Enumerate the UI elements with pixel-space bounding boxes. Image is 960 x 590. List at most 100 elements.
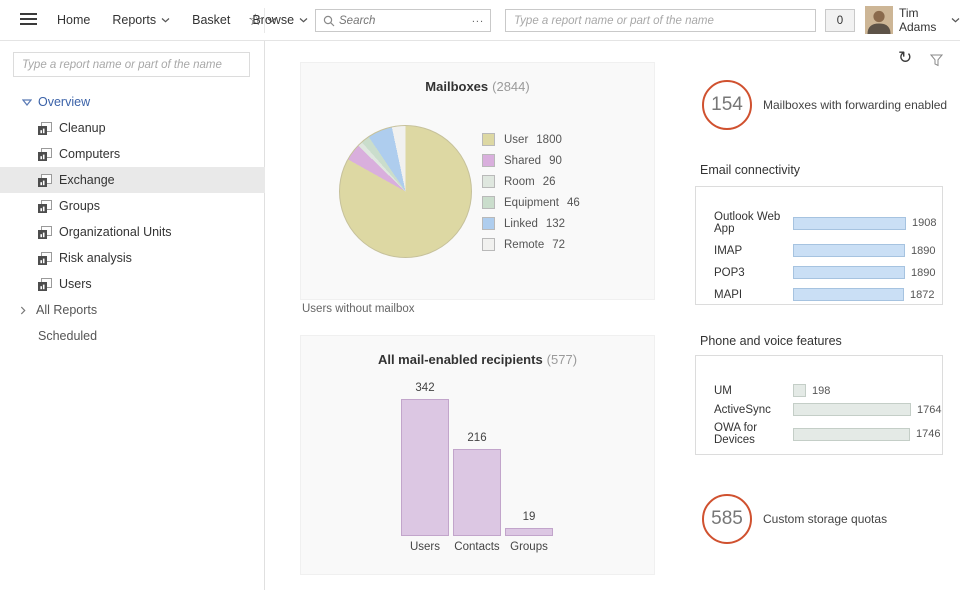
sidebar-item-organizational-units[interactable]: Organizational Units (0, 219, 265, 245)
pie-legend: User 1800 Shared 90 Room 26 Equipment 46 Linked 1… (482, 129, 580, 255)
stat-custom-storage-quotas[interactable]: 585 Custom storage quotas (702, 494, 887, 544)
hbar-row-pop3: POP3 1890 (714, 266, 942, 279)
sidebar-item-scheduled[interactable]: Scheduled (0, 323, 265, 349)
topbar-divider (264, 8, 265, 33)
hbar-label: IMAP (714, 244, 743, 257)
hbar-row-um: UM 198 (714, 384, 942, 397)
hbar-bar (793, 427, 910, 441)
legend-value: 132 (545, 217, 566, 230)
mailboxes-pie-card: Mailboxes (2844) User 1800 Shared 90 Room 26 Eq… (300, 62, 655, 300)
nav-item-reports[interactable]: Reports (101, 0, 181, 40)
sidebar-item-label: Users (59, 277, 92, 291)
user-name: Tim Adams (899, 6, 937, 34)
recipients-bar-card: All mail-enabled recipients (577) 342 User… (300, 335, 655, 575)
search-more-button[interactable]: ... (471, 12, 484, 25)
nav-item-basket[interactable]: Basket (181, 0, 241, 40)
legend-item-user: User 1800 (482, 129, 580, 150)
phone-voice-heading: Phone and voice features (700, 334, 842, 348)
stat-mailboxes-forwarding[interactable]: 154 Mailboxes with forwarding enabled (702, 80, 947, 130)
pie-card-title-text: Mailboxes (425, 79, 489, 94)
legend-value: 90 (549, 154, 562, 167)
legend-value: 1800 (536, 133, 562, 146)
hbar-value: 1890 (911, 266, 936, 279)
sidebar-item-label: Scheduled (38, 329, 98, 343)
sidebar-item-exchange[interactable]: Exchange (0, 167, 265, 193)
nav-item-label: Basket (192, 13, 231, 27)
favorites-star-button[interactable]: ☆ (240, 0, 284, 40)
sidebar-item-cleanup[interactable]: Cleanup (0, 115, 265, 141)
user-menu[interactable]: Tim Adams (899, 0, 960, 40)
basket-count-badge[interactable]: 0 (825, 9, 855, 32)
user-avatar[interactable] (865, 6, 893, 34)
sidebar-filter-input[interactable] (13, 52, 250, 77)
bar-groups (505, 528, 553, 536)
bar-value: 216 (467, 432, 487, 444)
refresh-icon[interactable]: ↻ (898, 48, 913, 68)
sidebar-item-label: Exchange (59, 173, 115, 187)
legend-item-room: Room 26 (482, 171, 580, 192)
sidebar-item-label: Groups (59, 199, 100, 213)
hbar-label: UM (714, 384, 732, 397)
legend-label: Remote (504, 238, 545, 251)
report-icon (38, 277, 52, 291)
hbar-label: OWA for Devices (714, 422, 758, 446)
phone-voice-card: UM 198 ActiveSync 1764 OWA for Devices 1746 (695, 355, 943, 455)
chevron-down-icon (951, 17, 960, 23)
hbar-bar (793, 244, 905, 257)
hbar-bar (793, 288, 904, 301)
sidebar-item-users[interactable]: Users (0, 271, 265, 297)
bar-category-label: Users (409, 541, 441, 553)
sidebar-group-overview[interactable]: Overview (0, 89, 265, 115)
report-icon (38, 225, 52, 239)
filter-icon[interactable] (930, 54, 943, 67)
hbar-row-activesync: ActiveSync 1764 (714, 403, 942, 416)
global-search-box: ... (315, 9, 491, 32)
mailboxes-pie-chart (339, 125, 472, 258)
bar-card-title-text: All mail-enabled recipients (377, 352, 543, 367)
hamburger-menu-icon[interactable] (20, 13, 37, 26)
pie-card-count: (2844) (492, 79, 530, 94)
legend-label: User (504, 133, 529, 146)
bar-value: 342 (415, 382, 435, 394)
legend-item-remote: Remote 72 (482, 234, 580, 255)
search-input[interactable] (335, 14, 472, 27)
hbar-value: 1908 (912, 217, 937, 229)
sidebar-item-groups[interactable]: Groups (0, 193, 265, 219)
users-without-mailbox-link[interactable]: Users without mailbox (302, 303, 415, 315)
report-icon (38, 147, 52, 161)
sidebar-item-label: Cleanup (59, 121, 106, 135)
sidebar-group-all-reports[interactable]: All Reports (0, 297, 265, 323)
legend-value: 46 (566, 196, 580, 209)
stat-label: Custom storage quotas (763, 512, 888, 526)
chevron-right-icon (20, 306, 36, 315)
triangle-down-icon (22, 98, 38, 106)
bar-value: 19 (522, 511, 536, 523)
nav-item-label: Reports (112, 13, 157, 27)
hbar-label: POP3 (714, 266, 745, 279)
bar-category-label: Contacts (454, 541, 500, 553)
sidebar-item-risk-analysis[interactable]: Risk analysis (0, 245, 265, 271)
hbar-row-mapi: MAPI 1872 (714, 288, 942, 301)
stat-label: Mailboxes with forwarding enabled (763, 98, 948, 112)
hbar-row-imap: IMAP 1890 (714, 244, 942, 257)
nav-item-home[interactable]: Home (46, 0, 101, 40)
legend-label: Room (504, 175, 535, 188)
legend-item-equipment: Equipment 46 (482, 192, 580, 213)
legend-swatch (482, 238, 495, 251)
sidebar-group-label: Overview (38, 95, 91, 109)
chevron-down-icon (161, 17, 170, 23)
report-name-input[interactable] (505, 9, 816, 32)
hbar-value: 198 (812, 384, 831, 397)
hbar-bar (793, 384, 806, 397)
email-connectivity-heading: Email connectivity (700, 163, 801, 177)
legend-label: Equipment (504, 196, 559, 209)
hbar-label: ActiveSync (714, 403, 771, 416)
sidebar-item-label: Risk analysis (59, 251, 132, 265)
legend-swatch (482, 196, 495, 209)
legend-item-linked: Linked 132 (482, 213, 580, 234)
legend-swatch (482, 154, 495, 167)
legend-value: 72 (552, 238, 566, 251)
sidebar-item-computers[interactable]: Computers (0, 141, 265, 167)
search-icon (323, 15, 335, 27)
